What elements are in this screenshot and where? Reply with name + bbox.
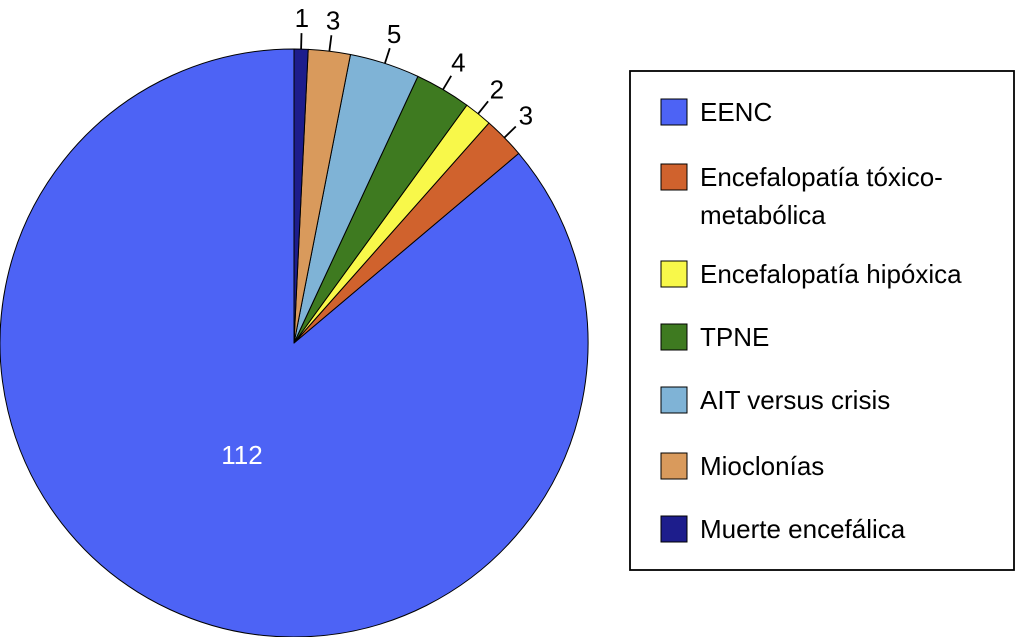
data-label-mioclonias: 3 bbox=[326, 5, 340, 35]
legend-swatch-encefalopatia-toxico-metabolica bbox=[660, 163, 688, 191]
leader-line-mioclonias bbox=[328, 35, 333, 52]
legend-label-encefalopatia-toxico-metabolica-line-1: Encefalopatía tóxico- bbox=[700, 162, 943, 192]
legend-box bbox=[629, 70, 1015, 571]
data-label-eenc: 112 bbox=[221, 440, 262, 470]
legend-label-eenc: EENC bbox=[700, 97, 772, 127]
data-label-encefalopatia-hipoxica: 2 bbox=[490, 74, 504, 104]
pie-leader-lines bbox=[300, 33, 517, 139]
leader-line-encefalopatia-hipoxica bbox=[477, 100, 489, 115]
legend-swatch-encefalopatia-hipoxica bbox=[660, 260, 688, 288]
legend-label-tpne: TPNE bbox=[700, 322, 769, 352]
data-label-ait-versus-crisis: 5 bbox=[387, 19, 401, 49]
legend: EENC Encefalopatía tóxico-metabólica Encef… bbox=[629, 70, 1015, 571]
legend-label-ait-versus-crisis: AIT versus crisis bbox=[700, 385, 890, 415]
legend-swatch-ait-versus-crisis bbox=[660, 386, 688, 414]
legend-label-encefalopatia-toxico-metabolica-line-2: metabólica bbox=[700, 200, 826, 230]
data-label-tpne: 4 bbox=[451, 48, 465, 78]
legend-swatch-eenc bbox=[660, 98, 688, 126]
legend-swatch-mioclonias bbox=[660, 452, 688, 480]
data-label-encefalopatia-toxico-metabolica: 3 bbox=[519, 101, 533, 131]
data-label-muerte-encefalica: 1 bbox=[295, 3, 309, 33]
leader-line-ait-versus-crisis bbox=[384, 47, 391, 64]
legend-label-mioclonias: Mioclonías bbox=[700, 451, 824, 481]
legend-swatch-muerte-encefalica bbox=[660, 515, 688, 543]
legend-swatch-tpne bbox=[660, 323, 688, 351]
leader-line-encefalopatia-toxico-metabolica bbox=[503, 125, 517, 139]
leader-line-tpne bbox=[442, 75, 452, 91]
legend-label-encefalopatia-hipoxica: Encefalopatía hipóxica bbox=[700, 259, 962, 289]
pie-slices bbox=[0, 48, 589, 637]
legend-label-muerte-encefalica: Muerte encefálica bbox=[700, 514, 906, 544]
